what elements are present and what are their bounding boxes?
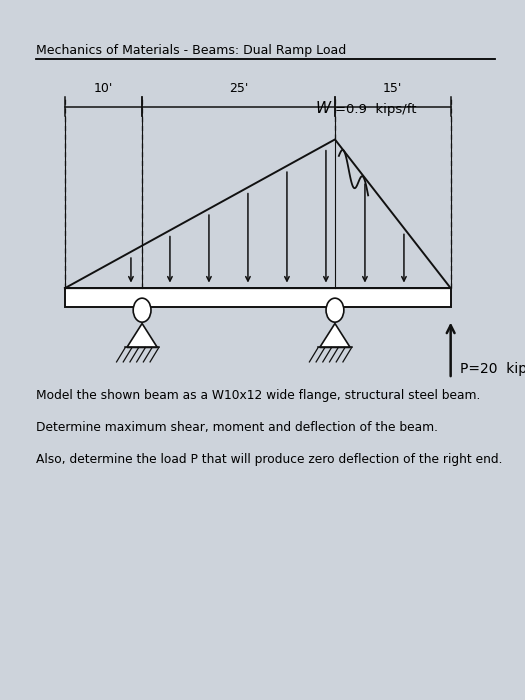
Text: =0.9  kips/ft: =0.9 kips/ft — [335, 104, 416, 116]
Text: 10': 10' — [94, 82, 113, 94]
Circle shape — [326, 298, 344, 322]
FancyBboxPatch shape — [65, 288, 450, 307]
Text: Also, determine the load P that will produce zero deflection of the right end.: Also, determine the load P that will pro… — [36, 453, 502, 466]
Polygon shape — [320, 323, 350, 347]
Text: P=20  kips: P=20 kips — [460, 362, 525, 376]
Text: 25': 25' — [229, 82, 248, 94]
Text: 15': 15' — [383, 82, 403, 94]
Circle shape — [133, 298, 151, 322]
Text: $\mathbf{\it{W}}$: $\mathbf{\it{W}}$ — [315, 100, 332, 116]
Text: Determine maximum shear, moment and deflection of the beam.: Determine maximum shear, moment and defl… — [36, 421, 438, 434]
Polygon shape — [127, 323, 158, 347]
Text: Model the shown beam as a W10x12 wide flange, structural steel beam.: Model the shown beam as a W10x12 wide fl… — [36, 389, 480, 402]
Text: Mechanics of Materials - Beams: Dual Ramp Load: Mechanics of Materials - Beams: Dual Ram… — [36, 44, 346, 57]
